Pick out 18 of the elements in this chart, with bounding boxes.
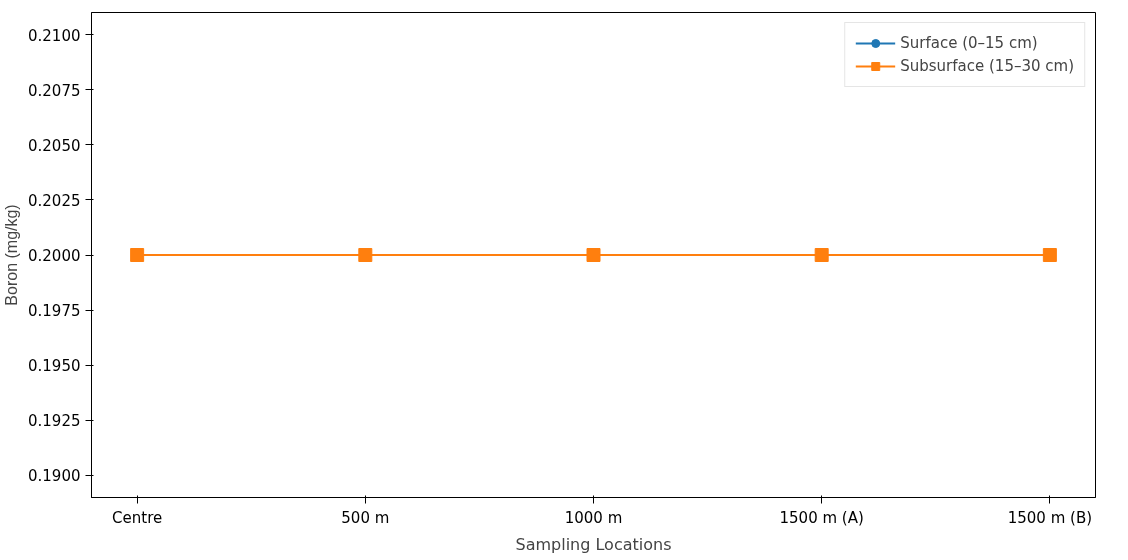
y-tick-label: 0.2000 [28, 247, 81, 265]
y-axis-title: Boron (mg/kg) [3, 204, 21, 306]
y-tick-label: 0.2100 [28, 26, 81, 45]
legend-label: Subsurface (15–30 cm) [900, 57, 1074, 75]
x-tick-label: 1500 m (A) [779, 508, 864, 527]
y-tick-label: 0.1975 [28, 302, 81, 321]
x-tick-label: 1000 m [564, 508, 623, 527]
y-tick-label: 0.2075 [28, 81, 81, 100]
legend-label: Surface (0–15 cm) [900, 34, 1038, 52]
x-tick-label: Centre [112, 508, 163, 527]
x-axis-title: Sampling Locations [515, 534, 672, 554]
y-tick-label: 0.2050 [28, 136, 81, 155]
y-tick-label: 0.1900 [28, 467, 81, 486]
y-tick-label: 0.2025 [28, 191, 81, 210]
y-tick-label: 0.1925 [28, 412, 81, 431]
x-tick-label: 1500 m (B) [1007, 508, 1093, 527]
y-tick-label: 0.1950 [28, 357, 81, 376]
x-tick-label: 500 m [341, 508, 390, 527]
